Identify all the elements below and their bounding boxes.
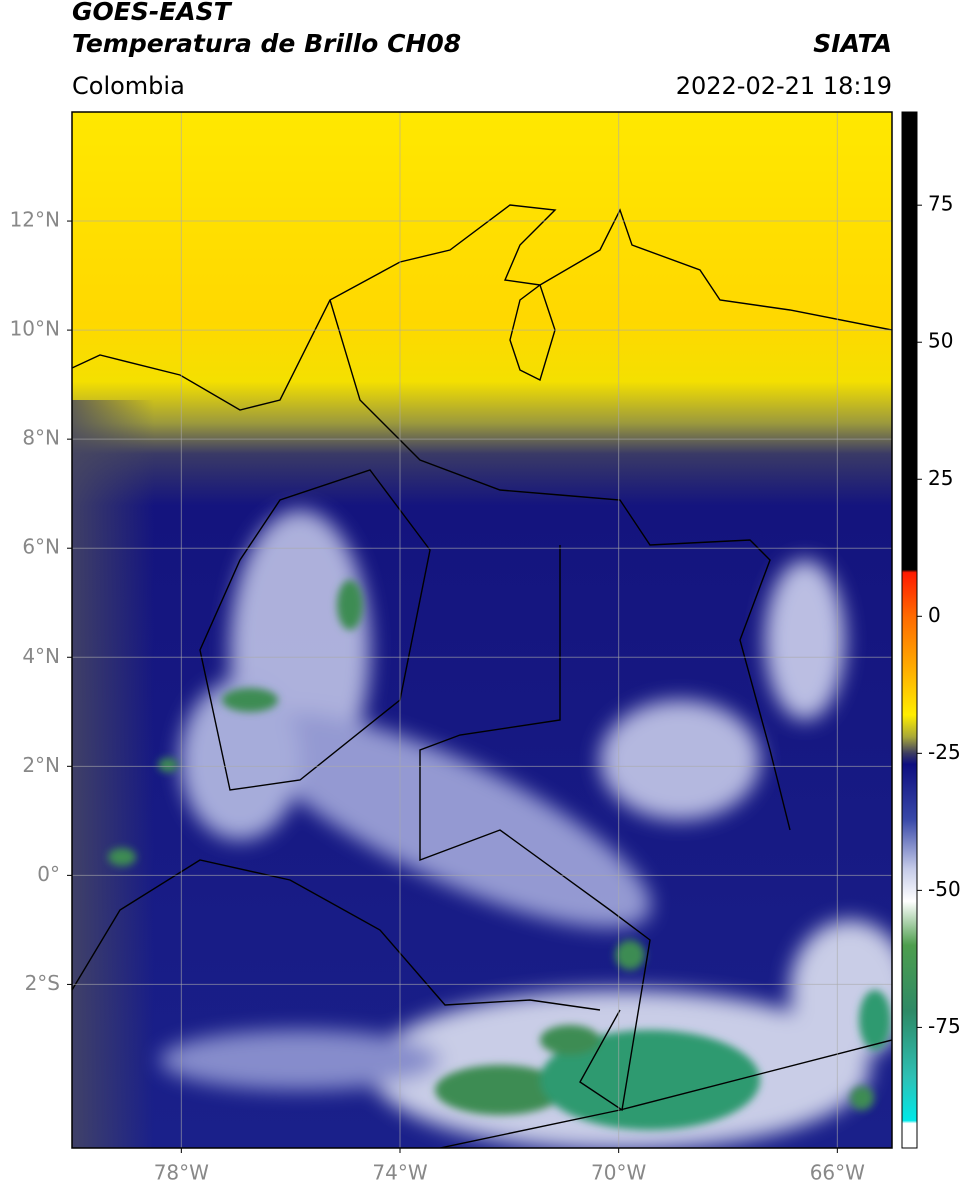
lat-tick-label: 10°N — [10, 317, 60, 341]
lat-tick-label: 2°N — [22, 753, 60, 777]
region: Colombia — [72, 72, 185, 100]
lon-tick-label: 70°W — [591, 1161, 646, 1185]
colorbar-tick-label: -75 — [928, 1014, 961, 1038]
graticule — [72, 112, 892, 1148]
datetime: 2022-02-21 18:19 — [676, 72, 892, 100]
lat-tick-label: 6°N — [22, 535, 60, 559]
agency: SIATA — [813, 29, 892, 58]
lat-tick-label: 2°S — [25, 971, 60, 995]
satellite-image — [72, 112, 892, 1148]
lon-tick-label: 74°W — [372, 1161, 427, 1185]
lat-tick-label: 12°N — [10, 208, 60, 232]
lon-tick-label: 78°W — [154, 1161, 209, 1185]
lat-tick-label: 4°N — [22, 644, 60, 668]
lat-tick-label: 0° — [37, 862, 60, 886]
colorbar-tick-label: 0 — [928, 603, 941, 627]
colorbar-tick-label: -50 — [928, 877, 961, 901]
colorbar-tick-label: 25 — [928, 466, 953, 490]
colorbar-tick-label: 75 — [928, 192, 953, 216]
map-frame — [71, 111, 893, 1149]
lat-tick-label: 8°N — [22, 426, 60, 450]
title: GOES-EAST — [72, 0, 233, 26]
colorbar — [901, 111, 918, 1149]
subtitle: Temperatura de Brillo CH08 — [72, 29, 461, 58]
colorbar-tick-label: 50 — [928, 329, 953, 353]
lon-tick-label: 66°W — [810, 1161, 865, 1185]
colorbar-tick-label: -25 — [928, 740, 961, 764]
